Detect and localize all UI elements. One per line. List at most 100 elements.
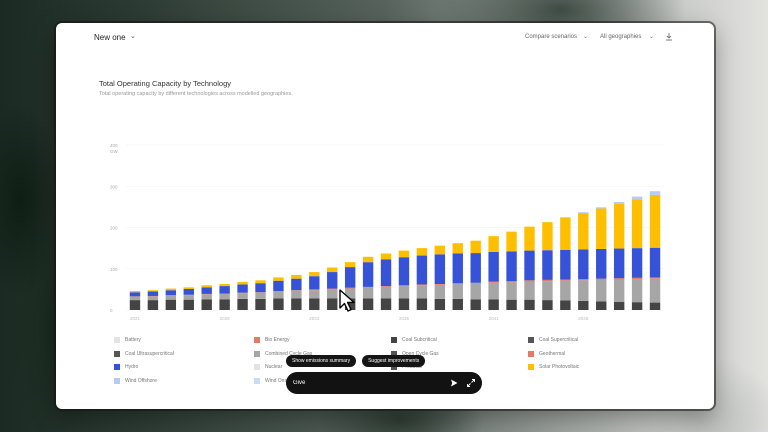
legend-item[interactable]: Products	[391, 363, 422, 371]
x-tick-label: 2021	[130, 316, 141, 321]
bar-segment	[362, 287, 374, 299]
bar-segment	[470, 283, 481, 300]
chevron-down-icon[interactable]: ⌄	[130, 33, 136, 40]
scenario-name[interactable]: New one	[94, 33, 126, 42]
legend-item[interactable]: Hydro	[114, 363, 138, 371]
y-axis-unit: GW	[110, 149, 119, 154]
app-window: New one ⌄ Compare scenarios ⌄ All geogra…	[56, 23, 714, 409]
bar-segment	[273, 280, 284, 292]
send-icon[interactable]	[449, 378, 459, 388]
suggestion-chip[interactable]: Suggest improvements	[362, 355, 426, 367]
bar-segment	[578, 279, 589, 281]
legend-item[interactable]: Coal Subcritical	[391, 336, 437, 344]
bar-segment	[327, 267, 338, 273]
bar-segment	[237, 298, 248, 310]
legend-swatch	[114, 364, 120, 370]
legend-label: Wind Offshore	[125, 378, 157, 384]
bar-segment	[560, 300, 571, 310]
bar-segment	[165, 288, 177, 291]
bar-segment	[255, 283, 266, 293]
bar-segment	[506, 231, 517, 252]
bar-segment	[344, 298, 356, 310]
bar-segment	[380, 253, 392, 260]
y-tick-label: 400	[110, 143, 118, 148]
bar-segment	[524, 280, 535, 282]
legend-item[interactable]: Wind Offshore	[114, 377, 157, 385]
bar-segment	[488, 299, 499, 310]
chart-subtitle: Total operating capacity by different te…	[99, 91, 293, 97]
bar-segment	[398, 298, 410, 310]
legend-item[interactable]: Battery	[114, 336, 141, 344]
legend-item[interactable]: Combined Cycle Gas	[254, 350, 312, 358]
bar-segment	[129, 300, 141, 310]
bar-segment	[165, 290, 177, 296]
legend-swatch	[528, 337, 534, 343]
bar-segment	[631, 196, 643, 200]
legend-item[interactable]: Open Cycle Gas	[391, 350, 439, 358]
bar-segment	[273, 277, 284, 281]
bar-segment	[578, 300, 589, 310]
legend-swatch	[528, 364, 534, 370]
bar-segment	[578, 213, 589, 250]
bar-segment	[542, 250, 553, 280]
legend-item[interactable]: Wind Ons	[254, 377, 287, 385]
bar-segment	[452, 253, 463, 284]
bar-segment	[596, 248, 607, 279]
bar-segment	[327, 289, 338, 299]
bar-segment	[649, 302, 661, 310]
bar-segment	[506, 251, 517, 282]
bar-segment	[273, 298, 284, 310]
bar-segment	[291, 290, 302, 299]
y-tick-label: 0	[110, 308, 113, 313]
legend-item[interactable]: Geothermal	[528, 350, 565, 358]
bar-segment	[470, 253, 481, 283]
bar-segment	[631, 248, 643, 278]
bar-segment	[578, 249, 589, 280]
bar-segment	[649, 247, 661, 278]
expand-icon[interactable]	[466, 378, 476, 388]
bar-segment	[309, 290, 320, 299]
chevron-down-icon[interactable]: ⌄	[583, 34, 589, 40]
x-tick-label: 2026	[220, 316, 231, 321]
legend-swatch	[254, 337, 260, 343]
download-icon[interactable]	[664, 32, 674, 42]
chevron-down-icon[interactable]: ⌄	[649, 34, 655, 40]
bar-segment	[129, 296, 141, 301]
bar-segment	[434, 245, 446, 255]
legend-item[interactable]: Bio Energy	[254, 336, 289, 344]
bar-segment	[416, 298, 428, 310]
legend-swatch	[528, 351, 534, 357]
compare-scenarios-dropdown[interactable]: Compare scenarios	[525, 34, 578, 40]
bar-segment	[416, 284, 428, 286]
bar-segment	[542, 300, 553, 310]
bar-segment	[613, 279, 625, 302]
legend-label: Combined Cycle Gas	[265, 351, 313, 357]
bar-segment	[327, 272, 338, 289]
suggestion-chip[interactable]: Show emissions summary	[286, 355, 357, 367]
bar-segment	[237, 281, 248, 285]
assistant-input[interactable]	[293, 377, 433, 389]
legend-label: Battery	[125, 337, 141, 343]
legend-item[interactable]: Coal Supercritical	[528, 336, 578, 344]
bar-segment	[219, 293, 230, 300]
bar-segment	[129, 292, 141, 297]
bar-segment	[470, 240, 481, 254]
bar-segment	[291, 274, 302, 279]
bar-segment	[398, 285, 410, 287]
x-tick-label: 2046	[578, 316, 589, 321]
bar-segment	[291, 278, 302, 291]
bar-segment	[631, 302, 643, 310]
suggestion-chips: Show emissions summary Suggest improvemen…	[286, 355, 426, 368]
legend-item[interactable]: Solar Photovoltaic	[528, 363, 579, 371]
bar-segment	[344, 267, 356, 288]
bar-segment	[219, 284, 230, 287]
legend-label: Coal Ultrasupercritical	[125, 351, 174, 357]
bar-segment	[613, 203, 625, 249]
legend-item[interactable]: Coal Ultrasupercritical	[114, 350, 174, 358]
bar-segment	[649, 278, 661, 303]
bar-segment	[560, 280, 571, 301]
legend-item[interactable]: Nuclear	[254, 363, 282, 371]
geographies-dropdown[interactable]: All geographies	[600, 34, 642, 40]
mouse-pointer-icon	[339, 289, 355, 312]
